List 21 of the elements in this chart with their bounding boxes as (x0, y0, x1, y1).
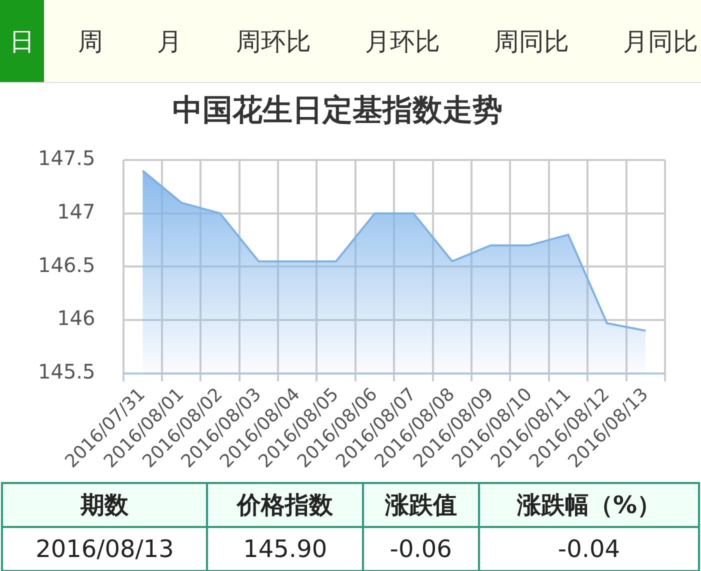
category-label: 期数 (2, 483, 208, 527)
text: 日 (0, 0, 44, 82)
y-tick-label: 145.5 (38, 360, 96, 384)
category-label: 涨跌值 (362, 483, 479, 527)
y-tick-label: 146 (57, 306, 96, 330)
text: 周环比 (236, 26, 311, 58)
text: -0.06 (362, 527, 479, 571)
text: 月环比 (365, 26, 440, 58)
text: 周同比 (494, 26, 569, 58)
text: 145.90 (207, 527, 363, 571)
chart-title: 中国花生日定基指数走势 (172, 92, 502, 128)
text: 2016/08/13 (2, 527, 208, 571)
category-label: 价格指数 (207, 483, 363, 527)
y-tick-label: 147.5 (38, 146, 96, 170)
text: 月同比 (623, 26, 698, 58)
category-label: 涨跌幅（%） (478, 483, 699, 527)
y-tick-label: 146.5 (38, 252, 96, 277)
text: -0.04 (478, 527, 699, 571)
y-tick-label: 147 (57, 200, 96, 224)
text: 月 (157, 26, 182, 58)
text: 周 (78, 26, 103, 58)
